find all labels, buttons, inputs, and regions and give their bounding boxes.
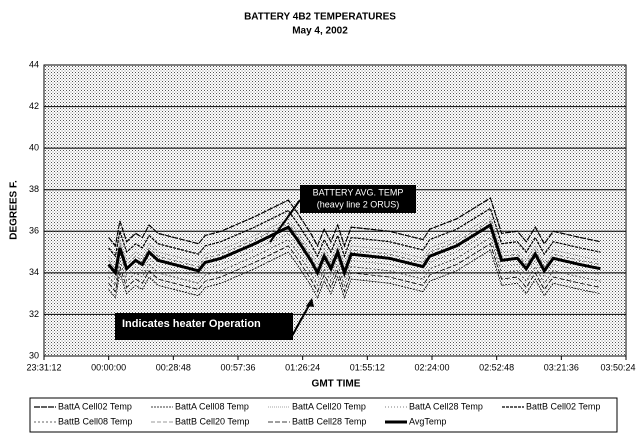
series-line [107, 222, 601, 278]
legend-label: AvgTemp [409, 416, 446, 426]
x-tick-label: 02:24:00 [414, 362, 449, 372]
annotation: (heavy line 2 ORUS) [317, 199, 400, 209]
annotation-box [300, 185, 416, 213]
legend [29, 397, 618, 433]
y-tick-label: 34 [29, 267, 39, 277]
x-tick-label: 23:31:12 [26, 362, 61, 372]
series-line [108, 236, 601, 287]
series-line [108, 216, 601, 266]
x-tick-label: 03:50:24 [600, 362, 635, 372]
legend-label: BattB Cell08 Temp [58, 416, 132, 426]
legend-label: BattA Cell20 Temp [292, 401, 366, 411]
x-tick-label: 02:52:48 [479, 362, 514, 372]
y-tick-label: 30 [29, 350, 39, 360]
x-tick-label: 00:57:36 [220, 362, 255, 372]
series-line [108, 220, 601, 270]
y-tick-label: 32 [29, 309, 39, 319]
annotation: Indicates heater Operation [122, 318, 261, 330]
legend-label: BattB Cell28 Temp [292, 416, 366, 426]
x-tick-label: 03:21:36 [544, 362, 579, 372]
annotation-arrow [269, 199, 301, 243]
y-tick-label: 36 [29, 226, 39, 236]
y-tick-label: 44 [29, 59, 39, 69]
annotation: BATTERY AVG. TEMP [313, 187, 404, 197]
chart-subtitle: May 4, 2002 [292, 26, 348, 37]
arrow-head [306, 298, 314, 307]
y-tick-label: 38 [29, 184, 39, 194]
legend-label: BattB Cell20 Temp [175, 416, 249, 426]
legend-label: BattB Cell02 Temp [526, 401, 600, 411]
x-tick-label: 01:55:12 [350, 362, 385, 372]
legend-label: BattA Cell08 Temp [175, 401, 249, 411]
legend-label: BattA Cell28 Temp [409, 401, 483, 411]
series-line [108, 243, 601, 293]
x-axis-label: GMT TIME [312, 379, 361, 390]
x-tick-label: 00:00:00 [91, 362, 126, 372]
x-tick-label: 00:28:48 [156, 362, 191, 372]
chart-title: BATTERY 4B2 TEMPERATURES [244, 12, 396, 23]
series-line [108, 207, 601, 259]
series-line [108, 197, 601, 248]
x-tick-label: 01:26:24 [285, 362, 320, 372]
y-tick-label: 42 [29, 101, 39, 111]
series-group [44, 64, 626, 357]
legend-label: BattA Cell02 Temp [58, 401, 132, 411]
annotation-box [115, 313, 293, 340]
series-line [108, 249, 601, 300]
y-tick-label: 40 [29, 143, 39, 153]
y-axis-label: DEGREES F. [9, 180, 20, 240]
